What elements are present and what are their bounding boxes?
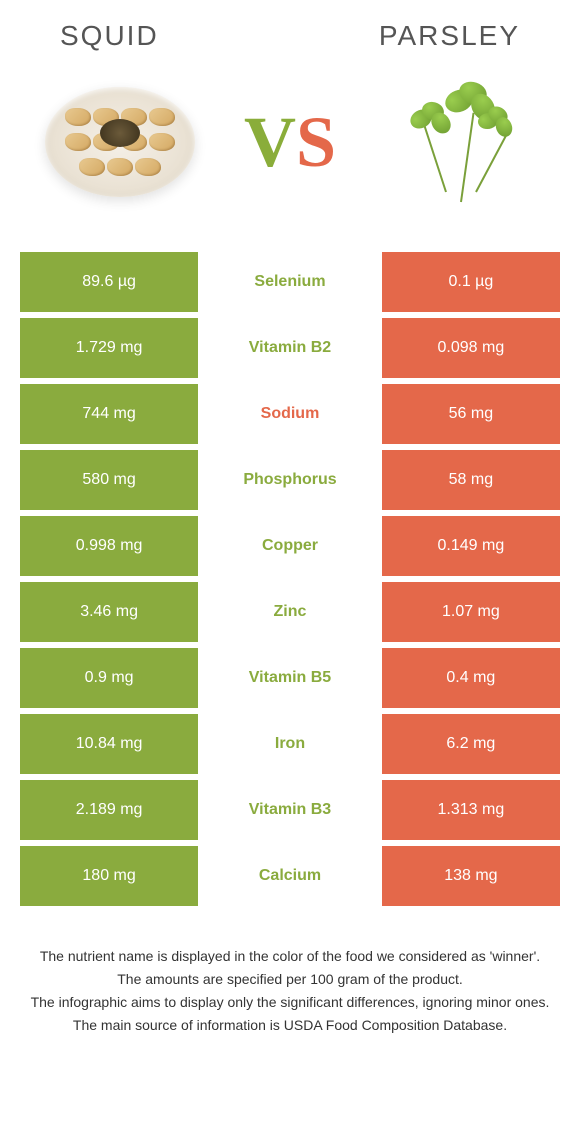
squid-plate-icon (45, 87, 195, 197)
right-value: 56 mg (382, 384, 560, 444)
nutrient-name: Calcium (198, 846, 382, 906)
right-value: 58 mg (382, 450, 560, 510)
right-value: 0.098 mg (382, 318, 560, 378)
nutrient-name: Vitamin B5 (198, 648, 382, 708)
nutrient-row: 180 mgCalcium138 mg (20, 846, 560, 906)
left-food-title: Squid (60, 20, 159, 52)
right-food-image (380, 72, 540, 212)
nutrient-row: 744 mgSodium56 mg (20, 384, 560, 444)
left-value: 580 mg (20, 450, 198, 510)
left-value: 180 mg (20, 846, 198, 906)
left-value: 0.9 mg (20, 648, 198, 708)
nutrient-row: 1.729 mgVitamin B20.098 mg (20, 318, 560, 378)
left-food-image (40, 72, 200, 212)
right-value: 0.4 mg (382, 648, 560, 708)
footnote-line: The infographic aims to display only the… (30, 992, 550, 1013)
left-value: 0.998 mg (20, 516, 198, 576)
nutrient-name: Vitamin B2 (198, 318, 382, 378)
nutrient-name: Selenium (198, 252, 382, 312)
vs-badge: VS (244, 106, 336, 178)
nutrient-row: 10.84 mgIron6.2 mg (20, 714, 560, 774)
left-value: 3.46 mg (20, 582, 198, 642)
nutrient-row: 0.998 mgCopper0.149 mg (20, 516, 560, 576)
vs-v-letter: V (244, 102, 296, 182)
footnote-line: The main source of information is USDA F… (30, 1015, 550, 1036)
nutrient-name: Vitamin B3 (198, 780, 382, 840)
nutrient-name: Iron (198, 714, 382, 774)
header: Squid Parsley (20, 0, 560, 62)
nutrient-name: Phosphorus (198, 450, 382, 510)
footnote-line: The nutrient name is displayed in the co… (30, 946, 550, 967)
nutrient-table: 89.6 µgSelenium0.1 µg1.729 mgVitamin B20… (20, 252, 560, 906)
right-value: 6.2 mg (382, 714, 560, 774)
left-value: 744 mg (20, 384, 198, 444)
right-food-title: Parsley (379, 20, 520, 52)
nutrient-name: Copper (198, 516, 382, 576)
left-value: 89.6 µg (20, 252, 198, 312)
left-value: 2.189 mg (20, 780, 198, 840)
nutrient-name: Zinc (198, 582, 382, 642)
nutrient-row: 89.6 µgSelenium0.1 µg (20, 252, 560, 312)
footnotes: The nutrient name is displayed in the co… (20, 946, 560, 1036)
right-value: 0.1 µg (382, 252, 560, 312)
nutrient-row: 2.189 mgVitamin B31.313 mg (20, 780, 560, 840)
right-value: 0.149 mg (382, 516, 560, 576)
right-value: 1.07 mg (382, 582, 560, 642)
left-value: 10.84 mg (20, 714, 198, 774)
nutrient-row: 580 mgPhosphorus58 mg (20, 450, 560, 510)
nutrient-name: Sodium (198, 384, 382, 444)
nutrient-row: 3.46 mgZinc1.07 mg (20, 582, 560, 642)
left-value: 1.729 mg (20, 318, 198, 378)
right-value: 1.313 mg (382, 780, 560, 840)
parsley-icon (390, 72, 530, 212)
right-value: 138 mg (382, 846, 560, 906)
vs-s-letter: S (296, 102, 336, 182)
images-row: VS (20, 72, 560, 242)
footnote-line: The amounts are specified per 100 gram o… (30, 969, 550, 990)
nutrient-row: 0.9 mgVitamin B50.4 mg (20, 648, 560, 708)
